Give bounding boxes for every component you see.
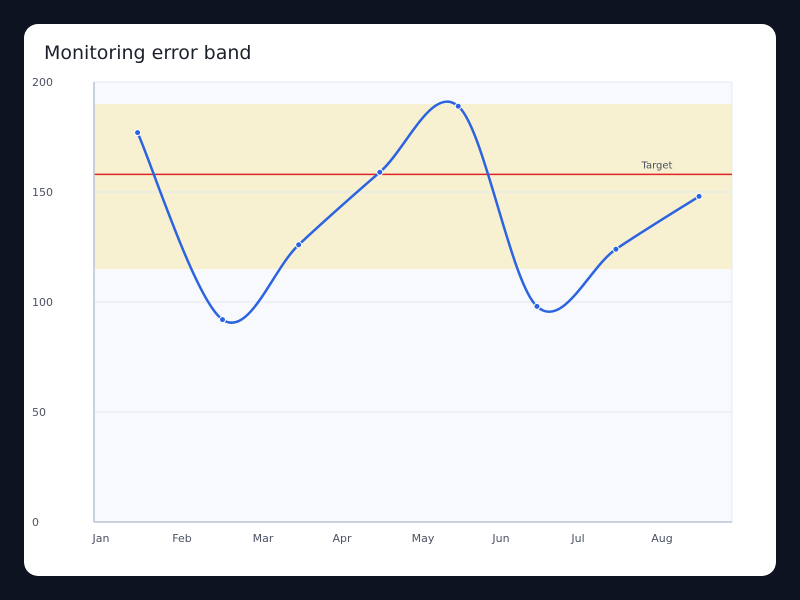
x-tick-label: Jan [92, 532, 110, 545]
x-tick-label: Feb [172, 532, 191, 545]
y-tick-label: 50 [32, 406, 46, 419]
data-point [454, 102, 462, 110]
y-tick-label: 200 [32, 76, 53, 89]
data-point [295, 241, 303, 249]
data-point [134, 129, 142, 137]
data-point [612, 245, 620, 253]
data-point [533, 302, 541, 310]
x-tick-label: Jul [570, 532, 584, 545]
data-point [695, 192, 703, 200]
y-tick-labels: 0 50 100 150 200 [32, 76, 53, 529]
x-tick-label: Mar [253, 532, 274, 545]
x-tick-label: Apr [332, 532, 352, 545]
series-points [134, 102, 703, 324]
y-tick-label: 100 [32, 296, 53, 309]
data-point [376, 168, 384, 176]
y-tick-label: 150 [32, 186, 53, 199]
x-tick-label: May [412, 532, 435, 545]
x-tick-label: Aug [651, 532, 672, 545]
chart-title: Monitoring error band [44, 42, 252, 64]
x-tick-label: Jun [491, 532, 509, 545]
y-tick-label: 0 [32, 516, 39, 529]
x-tick-labels: Jan Feb Mar Apr May Jun Jul Aug [92, 532, 673, 545]
data-point [219, 316, 226, 324]
target-label: Target [641, 160, 673, 171]
